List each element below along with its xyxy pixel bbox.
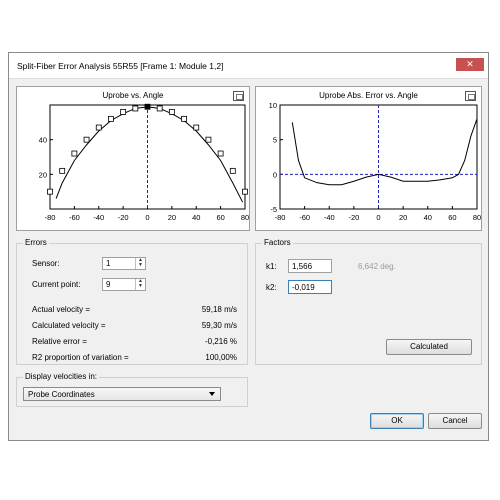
x-tick-label: 60 — [448, 213, 456, 222]
data-point — [156, 105, 163, 112]
y-tick-label: 0 — [273, 170, 277, 179]
x-tick-label: -60 — [299, 213, 310, 222]
x-tick-label: 60 — [216, 213, 224, 222]
y-tick-label: -5 — [270, 205, 277, 214]
calculated-velocity-value: 59,30 m/s — [201, 321, 237, 330]
spinner-arrows[interactable]: ▲ ▼ — [135, 258, 145, 269]
k1-label: k1: — [266, 262, 277, 271]
data-point — [205, 136, 212, 143]
x-tick-label: -80 — [45, 213, 56, 222]
relative-error-value: -0,216 % — [204, 337, 237, 346]
data-point — [193, 124, 200, 131]
r2-value: 100,00% — [205, 353, 237, 362]
x-tick-label: -60 — [69, 213, 80, 222]
data-point — [217, 150, 224, 157]
x-tick-label: -40 — [324, 213, 335, 222]
actual-velocity-value: 59,18 m/s — [201, 305, 237, 314]
data-point — [229, 167, 236, 174]
x-tick-label: 0 — [145, 213, 149, 222]
data-point — [144, 103, 151, 110]
plot-panel-uprobe: Uprobe vs. Angle -80 -60 -40 -20 0 20 40 60 80 20… — [16, 86, 250, 231]
data-point — [47, 188, 53, 195]
coordinates-selected: Probe Coordinates — [28, 390, 95, 399]
display-velocities-label: Display velocities in: — [23, 372, 100, 381]
ok-button[interactable]: OK — [370, 413, 424, 429]
close-button[interactable]: ✕ — [456, 58, 484, 71]
error-chart: -80 -60 -40 -20 0 20 40 60 80 -5 0 5 10 — [269, 101, 481, 222]
y-tick-label: 20 — [39, 170, 47, 179]
spinner-arrows[interactable]: ▲ ▼ — [135, 279, 145, 290]
plot-options-icon[interactable] — [233, 91, 244, 101]
factors-group-label: Factors — [262, 238, 293, 247]
x-tick-label: -80 — [275, 213, 286, 222]
uprobe-chart: -80 -60 -40 -20 0 20 40 60 80 20 40 — [39, 103, 249, 222]
data-point — [132, 105, 139, 112]
factors-group: Factors k1: 1,566 6,642 deg. k2: -0,019 … — [255, 238, 482, 365]
r2-label: R2 proportion of variation = — [32, 353, 129, 362]
series-line — [291, 118, 478, 186]
y-tick-label: 5 — [273, 136, 277, 145]
title-bar: Split-Fiber Error Analysis 55R55 [Frame … — [9, 53, 488, 79]
sensor-value: 1 — [106, 259, 111, 268]
k1-note: 6,642 deg. — [358, 262, 396, 271]
data-point — [168, 109, 175, 115]
dialog-window: Split-Fiber Error Analysis 55R55 [Frame … — [8, 52, 489, 441]
x-tick-label: -40 — [93, 213, 104, 222]
x-tick-label: 40 — [424, 213, 432, 222]
k2-input[interactable]: -0,019 — [288, 280, 332, 294]
plot-title-uprobe: Uprobe vs. Angle — [102, 91, 164, 100]
x-tick-label: -20 — [348, 213, 359, 222]
k2-label: k2: — [266, 283, 277, 292]
cancel-button[interactable]: Cancel — [428, 413, 482, 429]
coordinates-dropdown[interactable]: Probe Coordinates — [23, 387, 221, 401]
data-point — [83, 136, 90, 143]
plot-panel-error: Uprobe Abs. Error vs. Angle -80 -60 -40 -20… — [255, 86, 482, 231]
display-velocities-group: Display velocities in: Probe Coordinates — [16, 372, 248, 407]
x-tick-label: 80 — [241, 213, 249, 222]
current-point-spinner[interactable]: 9 ▲ ▼ — [102, 278, 146, 291]
x-tick-label: 20 — [168, 213, 176, 222]
k1-value: 1,566 — [292, 262, 313, 271]
data-point — [181, 115, 187, 122]
chevron-down-icon — [209, 392, 215, 396]
y-tick-label: 40 — [39, 136, 47, 145]
errors-group-label: Errors — [23, 238, 49, 247]
data-point — [108, 115, 114, 122]
calculated-velocity-label: Calculated velocity = — [32, 321, 106, 330]
current-point-label: Current point: — [32, 280, 81, 289]
x-tick-label: 0 — [376, 213, 380, 222]
k1-input[interactable]: 1,566 — [288, 259, 332, 273]
window-title: Split-Fiber Error Analysis 55R55 [Frame … — [17, 61, 224, 71]
x-tick-label: 80 — [473, 213, 481, 222]
plot-title-error: Uprobe Abs. Error vs. Angle — [319, 91, 418, 100]
actual-velocity-label: Actual velocity = — [32, 305, 91, 314]
relative-error-label: Relative error = — [32, 337, 87, 346]
y-tick-label: 10 — [269, 101, 277, 110]
data-point — [120, 109, 127, 115]
x-tick-label: 40 — [192, 213, 200, 222]
plot-options-icon[interactable] — [465, 91, 476, 101]
data-point — [71, 150, 78, 157]
errors-group: Errors Sensor: 1 ▲ ▼ Current point: 9 ▲ ▼ … — [16, 238, 248, 365]
x-tick-label: 20 — [399, 213, 407, 222]
k2-value: -0,019 — [292, 283, 315, 292]
data-point — [242, 188, 248, 195]
data-point — [59, 167, 66, 174]
current-point-value: 9 — [106, 280, 111, 289]
x-tick-label: -20 — [118, 213, 129, 222]
sensor-spinner[interactable]: 1 ▲ ▼ — [102, 257, 146, 270]
sensor-label: Sensor: — [32, 259, 60, 268]
data-point — [95, 124, 102, 131]
calculated-button[interactable]: Calculated — [386, 339, 472, 355]
series-line — [55, 106, 244, 203]
